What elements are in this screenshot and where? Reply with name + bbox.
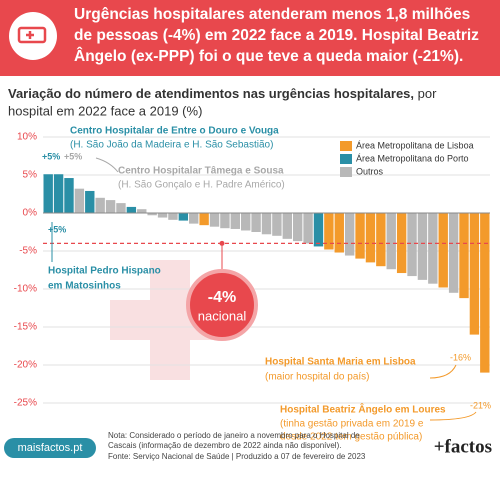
annotation-leader (429, 364, 457, 379)
bar (157, 213, 168, 218)
bar (53, 174, 64, 213)
legend-label: Outros (356, 166, 384, 176)
cross-icon (26, 31, 34, 39)
reference-label: -4% (208, 289, 236, 306)
annotation: +5% (42, 151, 60, 161)
bar (365, 213, 376, 263)
annotation: -21% (470, 400, 491, 410)
y-tick-label: 0% (23, 208, 38, 219)
bar (438, 213, 448, 288)
reference-text: nacional (198, 308, 247, 323)
bar (355, 213, 365, 259)
bar (324, 213, 334, 250)
legend-swatch (340, 141, 352, 151)
bar (95, 197, 105, 213)
bar (292, 213, 303, 242)
annotation: +5% (48, 224, 66, 234)
annotation: (tinha gestão privada em 2019 e (280, 419, 424, 430)
annotation-leader (429, 411, 477, 421)
y-tick-label: -10% (14, 284, 37, 295)
bar (282, 213, 292, 239)
bar (168, 213, 178, 220)
bar (178, 213, 189, 221)
bar (407, 213, 417, 277)
legend-label: Área Metropolitana de Lisboa (356, 140, 474, 150)
bar (386, 213, 396, 270)
bar (469, 213, 480, 335)
y-tick-label: -25% (14, 398, 37, 409)
bar (126, 206, 137, 213)
header-band (0, 0, 500, 76)
bar (303, 213, 313, 244)
reference-bubble (186, 269, 258, 341)
bar (189, 213, 199, 224)
bar (74, 188, 85, 213)
annotation: Centro Hospitalar de Entre o Douro e Vou… (70, 126, 279, 137)
annotation: desde 2022 tem gestão pública) (280, 432, 422, 443)
bar (230, 213, 241, 229)
y-tick-label: -20% (14, 360, 37, 371)
bar (261, 213, 272, 235)
bar (209, 213, 220, 227)
plot: 10% 5% 0% -5% -10% -15% -20% -25% Área Metropoli… (14, 126, 491, 443)
site-pill (4, 438, 96, 458)
bar (376, 213, 386, 267)
chart-title-rest: por (418, 86, 437, 101)
bar (448, 213, 459, 293)
y-tick-label: -5% (19, 246, 37, 257)
bar (251, 213, 261, 232)
note: Nota: Considerado o período de janeiro a… (108, 431, 360, 440)
bar (417, 213, 428, 280)
chart-subtitle: hospital em 2022 face a 2019 (%) (8, 103, 202, 118)
title-line: Urgências hospitalares atenderam menos 1… (74, 6, 470, 23)
y-tick-label: 5% (23, 170, 38, 181)
note: Cascais (informação de dezembro de 2022 … (108, 441, 341, 450)
ambulance-icon (17, 26, 47, 44)
bar (459, 213, 469, 299)
site-link[interactable]: maisfactos.pt (18, 442, 83, 454)
legend-swatch (340, 154, 352, 164)
source: Fonte: Serviço Nacional de Saúde | Produ… (108, 452, 366, 461)
annotation: Hospital Santa Maria em Lisboa (265, 357, 416, 368)
bar (199, 213, 209, 226)
chart-title: Variação do número de atendimentos nas u… (8, 86, 437, 101)
annotation: (H. São Gonçalo e H. Padre Américo) (118, 180, 285, 191)
title-line: de pessoas (-4%) em 2022 face a 2019. Ho… (74, 27, 479, 44)
bar (116, 203, 126, 213)
bar (105, 200, 116, 213)
bar (272, 213, 282, 236)
annotation: (maior hospital do país) (265, 372, 370, 383)
bar (241, 213, 251, 231)
bar (313, 213, 324, 247)
bar (43, 174, 53, 213)
bar (147, 213, 157, 216)
legend-swatch (340, 167, 352, 177)
y-tick-label: 10% (17, 132, 37, 143)
brand: +factos (434, 436, 492, 457)
bg-cross (110, 260, 230, 380)
bar (344, 213, 355, 256)
annotation: Centro Hospitalar Tâmega e Sousa (118, 166, 284, 177)
annotation: Hospital Pedro Hispano (48, 266, 161, 277)
bar (137, 209, 147, 213)
annotation: +5% (64, 151, 82, 161)
annotation: Hospital Beatriz Ângelo em Loures (280, 403, 446, 416)
annotation: (H. São João da Madeira e H. São Sebasti… (70, 140, 273, 151)
annotation-leader (95, 157, 119, 173)
bar (64, 178, 74, 213)
title-line: Ângelo (ex-PPP) foi o que teve a queda m… (74, 47, 463, 65)
bar (334, 213, 344, 253)
bar (428, 213, 438, 284)
bar (220, 213, 230, 229)
bar (85, 190, 95, 213)
chart-title-bold: Variação do número de atendimentos nas u… (8, 86, 414, 101)
legend-label: Área Metropolitana do Porto (356, 153, 469, 163)
bar (480, 213, 490, 373)
annotation: em Matosinhos (48, 281, 121, 292)
annotation: -16% (450, 352, 471, 362)
y-tick-label: -15% (14, 322, 37, 333)
